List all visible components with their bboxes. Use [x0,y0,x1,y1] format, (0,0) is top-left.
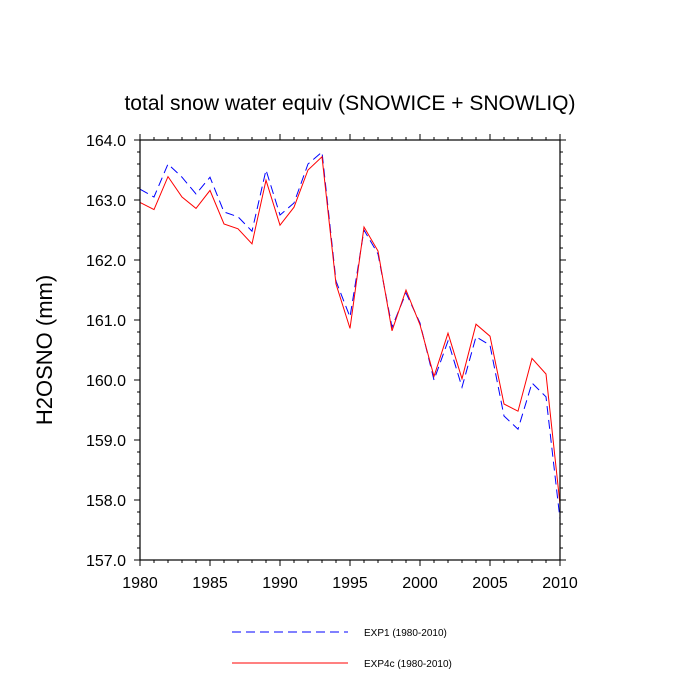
data-point [531,357,534,360]
data-point [223,223,226,226]
data-point [209,176,212,179]
data-point [391,329,394,332]
axis-labels: 1980 1985 1990 1995 2000 2005 2010 157.0 158.0 15… [86,133,578,592]
y-tick-label: 164.0 [86,133,126,150]
data-point [195,193,198,196]
legend-label: EXP1 (1980-2010) [364,628,447,639]
y-axis-title: H2OSNO (mm) [32,275,57,425]
y-tick-label: 160.0 [86,373,126,390]
data-point [265,179,268,182]
data-point [349,327,352,330]
data-point [503,415,506,418]
data-point [461,377,464,380]
data-point [307,163,310,166]
data-point [307,169,310,172]
y-tick-label: 159.0 [86,433,126,450]
data-point [209,189,212,192]
x-tick-label: 2010 [542,575,578,592]
y-tick-label: 163.0 [86,193,126,210]
data-point [475,323,478,326]
x-tick-label: 1990 [262,575,298,592]
x-tick-label: 2005 [472,575,508,592]
data-point [279,214,282,217]
data-point [321,151,324,154]
data-point [531,382,534,385]
data-point [335,283,338,286]
x-tick-label: 1985 [192,575,228,592]
y-tick-label: 161.0 [86,313,126,330]
data-point [489,344,492,347]
data-point [447,340,450,343]
data-point [321,155,324,158]
y-tick-label: 158.0 [86,493,126,510]
data-point [405,289,408,292]
data-point [489,335,492,338]
data-point [293,206,296,209]
data-point [433,379,436,382]
data-point [181,196,184,199]
data-point [517,410,520,413]
x-tick-label: 2000 [402,575,438,592]
data-point [475,335,478,338]
data-point [545,395,548,398]
legend: EXP1 (1980-2010) EXP4c (1980-2010) [232,628,452,670]
data-point [251,230,254,233]
data-point [461,386,464,389]
data-point [419,323,422,326]
axis-ticks [134,134,566,566]
data-point [237,215,240,218]
data-point [447,332,450,335]
y-tick-label: 157.0 [86,553,126,570]
data-point [279,224,282,227]
chart-title: total snow water equiv (SNOWICE + SNOWLI… [124,92,575,115]
data-point [363,226,366,229]
data-point [195,207,198,210]
x-tick-label: 1995 [332,575,368,592]
data-point [251,242,254,245]
x-tick-label: 1980 [122,575,158,592]
series-line-exp4c [139,155,561,505]
data-point [167,163,170,166]
data-point [153,196,156,199]
data-point [517,428,520,431]
series-layer [139,151,561,520]
data-point [167,175,170,178]
data-point [237,227,240,230]
series-line-exp1 [139,151,561,520]
data-point [433,375,436,378]
data-point [181,176,184,179]
data-point [545,373,548,376]
legend-label: EXP4c (1980-2010) [364,659,452,670]
y-tick-label: 162.0 [86,253,126,270]
data-point [265,169,268,172]
data-point [377,250,380,253]
data-point [503,403,506,406]
data-point [223,211,226,214]
data-point [153,208,156,211]
plot-frame [139,139,561,561]
